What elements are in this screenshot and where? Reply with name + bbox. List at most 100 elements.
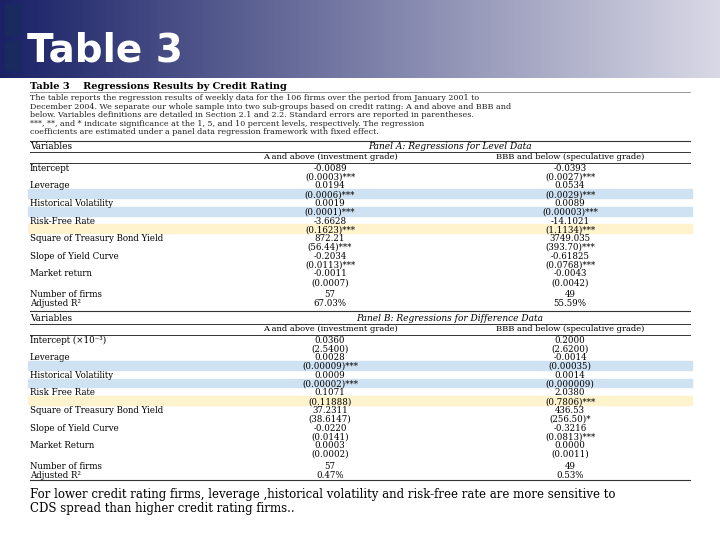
Bar xyxy=(175,0,178,78)
Bar xyxy=(122,0,125,78)
Text: -0.61825: -0.61825 xyxy=(551,252,590,261)
Bar xyxy=(662,0,665,78)
Bar xyxy=(703,0,706,78)
Bar xyxy=(384,0,387,78)
Bar xyxy=(28,361,692,370)
Bar xyxy=(115,0,117,78)
Bar xyxy=(549,0,552,78)
Bar xyxy=(441,0,444,78)
Bar xyxy=(326,0,329,78)
Bar xyxy=(715,0,718,78)
Bar xyxy=(38,0,41,78)
Bar xyxy=(209,0,211,78)
Bar xyxy=(497,0,499,78)
Bar xyxy=(418,0,420,78)
Bar xyxy=(487,0,490,78)
Bar xyxy=(149,0,151,78)
Bar xyxy=(693,0,696,78)
Bar xyxy=(120,0,122,78)
Bar xyxy=(257,0,259,78)
Bar xyxy=(521,0,523,78)
Bar xyxy=(53,0,55,78)
Bar xyxy=(374,0,377,78)
Bar xyxy=(569,0,571,78)
Bar xyxy=(672,0,675,78)
Text: Intercept: Intercept xyxy=(30,164,70,173)
Bar xyxy=(79,0,81,78)
Bar xyxy=(650,0,653,78)
Bar xyxy=(511,0,513,78)
Bar xyxy=(235,0,238,78)
Text: CDS spread than higher credit rating firms..: CDS spread than higher credit rating fir… xyxy=(30,502,294,515)
Bar xyxy=(360,0,362,78)
Bar xyxy=(223,0,225,78)
Bar xyxy=(142,0,144,78)
Bar xyxy=(708,0,711,78)
Bar xyxy=(254,0,257,78)
Text: (0.7806)***: (0.7806)*** xyxy=(545,397,595,406)
Bar xyxy=(643,0,646,78)
Text: 0.0000: 0.0000 xyxy=(554,441,585,450)
Bar xyxy=(331,0,333,78)
Text: Leverage: Leverage xyxy=(30,353,71,362)
Bar xyxy=(482,0,485,78)
Bar xyxy=(261,0,264,78)
Bar xyxy=(9,0,12,78)
Bar xyxy=(84,0,86,78)
Text: 55.59%: 55.59% xyxy=(554,299,587,308)
Text: (0.1623)***: (0.1623)*** xyxy=(305,225,355,234)
Bar xyxy=(163,0,166,78)
Bar xyxy=(581,0,583,78)
Bar xyxy=(293,0,295,78)
Text: Square of Treasury Bond Yield: Square of Treasury Bond Yield xyxy=(30,234,163,243)
Bar xyxy=(401,0,403,78)
Text: 49: 49 xyxy=(564,462,575,471)
Text: -0.0393: -0.0393 xyxy=(554,164,587,173)
Bar xyxy=(590,0,593,78)
Bar xyxy=(713,0,715,78)
Bar xyxy=(250,0,252,78)
Text: 0.0360: 0.0360 xyxy=(315,335,346,345)
Text: 436.53: 436.53 xyxy=(555,406,585,415)
Bar xyxy=(598,0,600,78)
Bar xyxy=(413,0,415,78)
Bar xyxy=(153,0,156,78)
Text: (2.5400): (2.5400) xyxy=(311,345,348,353)
Bar xyxy=(295,0,297,78)
Bar xyxy=(192,0,194,78)
Text: Historical Volatility: Historical Volatility xyxy=(30,199,113,208)
Bar xyxy=(36,0,38,78)
Text: Table 3    Regressions Results by Credit Rating: Table 3 Regressions Results by Credit Ra… xyxy=(30,82,287,91)
Text: (0.00003)***: (0.00003)*** xyxy=(542,208,598,217)
Text: 57: 57 xyxy=(325,290,336,299)
Bar xyxy=(665,0,667,78)
Bar xyxy=(103,0,106,78)
Text: (0.0007): (0.0007) xyxy=(311,278,348,287)
Bar xyxy=(559,0,562,78)
Bar xyxy=(403,0,405,78)
Bar xyxy=(434,0,437,78)
Bar xyxy=(557,0,559,78)
Text: (0.0001)***: (0.0001)*** xyxy=(305,208,355,217)
Bar xyxy=(233,0,235,78)
Text: (0.0027)***: (0.0027)*** xyxy=(545,173,595,181)
Text: 57: 57 xyxy=(325,462,336,471)
Text: 0.1071: 0.1071 xyxy=(315,388,346,397)
Bar xyxy=(387,0,389,78)
Bar xyxy=(28,207,692,215)
Text: 37.2311: 37.2311 xyxy=(312,406,348,415)
Text: Variables: Variables xyxy=(30,142,72,151)
Bar xyxy=(48,0,50,78)
Bar xyxy=(365,0,367,78)
Bar xyxy=(610,0,612,78)
Text: (56.44)***: (56.44)*** xyxy=(308,243,352,252)
Bar xyxy=(477,0,480,78)
Text: A and above (investment grade): A and above (investment grade) xyxy=(263,325,397,333)
Bar xyxy=(475,0,477,78)
Text: (0.0813)***: (0.0813)*** xyxy=(545,433,595,441)
Bar xyxy=(425,0,427,78)
Bar xyxy=(369,0,372,78)
Bar xyxy=(106,0,108,78)
Text: (0.00009)***: (0.00009)*** xyxy=(302,362,358,371)
Bar xyxy=(34,0,36,78)
